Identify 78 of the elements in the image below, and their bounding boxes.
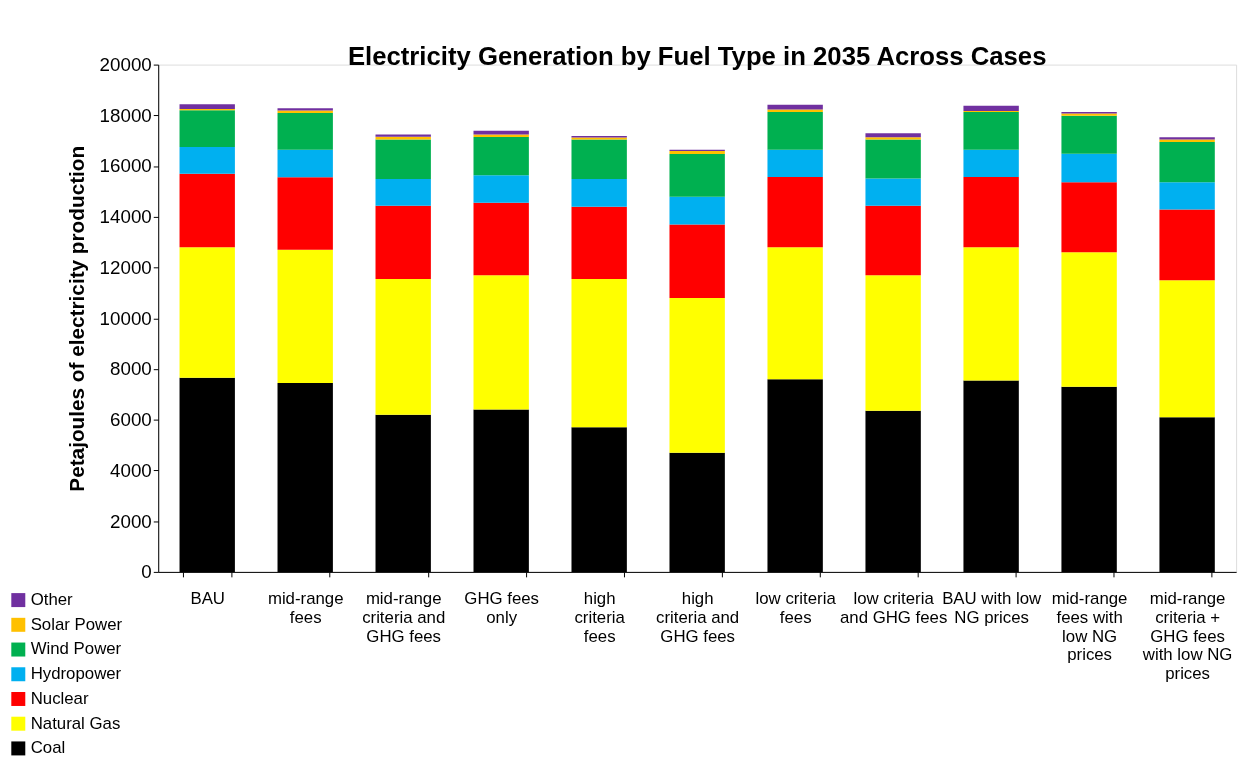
bar <box>571 139 627 179</box>
x-tick-label: high criteria fees <box>574 589 626 646</box>
x-tick-label: low criteria fees <box>755 589 837 627</box>
bar <box>179 104 235 109</box>
bar <box>473 202 529 276</box>
bar <box>767 112 823 150</box>
bar <box>767 104 823 110</box>
bar <box>1159 209 1215 281</box>
bar <box>767 176 823 248</box>
bar <box>767 149 823 177</box>
legend-label: Other <box>30 590 74 610</box>
bar <box>865 178 921 206</box>
y-tick-label: 14000 <box>99 206 152 228</box>
bar <box>1061 252 1117 387</box>
bar <box>179 247 235 378</box>
bar <box>1159 280 1215 418</box>
y-tick-label: 18000 <box>99 104 152 126</box>
bar <box>865 139 921 179</box>
legend-label: Natural Gas <box>30 713 121 733</box>
x-tick-label: GHG fees only <box>464 589 540 627</box>
bar <box>571 179 627 207</box>
bar <box>1159 141 1215 183</box>
bar <box>277 177 333 250</box>
legend-label: Hydropower <box>30 664 122 684</box>
x-tick-label: mid-range criteria + GHG fees with low NG prices <box>1141 589 1233 684</box>
bar <box>1061 153 1117 183</box>
y-tick-label: 2000 <box>110 510 152 532</box>
y-axis-title: Petajoules of electricity production <box>64 145 88 492</box>
bar <box>963 247 1019 381</box>
bar <box>865 275 921 411</box>
bar <box>179 147 235 174</box>
bar <box>375 278 431 415</box>
bar <box>1061 182 1117 253</box>
bar <box>571 206 627 279</box>
x-tick-label: BAU <box>190 589 225 609</box>
bar <box>767 247 823 380</box>
bar <box>571 278 627 428</box>
legend-label: Solar Power <box>30 614 123 634</box>
bar <box>1159 182 1215 210</box>
chart-title: Electricity Generation by Fuel Type in 2035 Across Cases <box>347 41 1047 70</box>
legend-label: Nuclear <box>30 688 89 708</box>
bar <box>179 110 235 148</box>
y-tick-label: 12000 <box>99 256 152 278</box>
bar <box>277 249 333 383</box>
bar <box>277 149 333 178</box>
bar <box>375 205 431 279</box>
bar <box>473 136 529 176</box>
bar <box>669 297 725 453</box>
bar <box>1061 115 1117 154</box>
legend-label: Wind Power <box>30 639 122 659</box>
x-tick-label: high criteria and GHG fees <box>656 589 740 646</box>
y-tick-label: 20000 <box>99 54 152 76</box>
bar <box>963 176 1019 248</box>
y-tick-label: 0 <box>141 561 152 583</box>
bar <box>963 112 1019 150</box>
bar <box>963 149 1019 177</box>
x-tick-label: mid-range fees <box>267 589 344 627</box>
bar <box>473 130 529 135</box>
bar <box>963 105 1019 112</box>
bar <box>375 139 431 179</box>
y-tick-label: 10000 <box>99 307 152 329</box>
legend-label: Coal <box>30 738 66 758</box>
bar <box>277 113 333 150</box>
y-tick-label: 4000 <box>110 459 152 481</box>
bar <box>669 224 725 298</box>
bar <box>375 179 431 206</box>
bar <box>865 205 921 276</box>
x-tick-label: mid-range criteria and GHG fees <box>362 589 446 646</box>
y-tick-label: 8000 <box>110 358 152 380</box>
bar <box>473 275 529 410</box>
bar <box>865 133 921 138</box>
y-tick-label: 16000 <box>99 155 152 177</box>
bar <box>669 153 725 197</box>
x-tick-label: mid-range fees with low NG prices <box>1051 589 1128 665</box>
y-tick-label: 6000 <box>110 409 152 431</box>
bar <box>179 173 235 248</box>
bar <box>473 175 529 203</box>
bar <box>669 196 725 225</box>
